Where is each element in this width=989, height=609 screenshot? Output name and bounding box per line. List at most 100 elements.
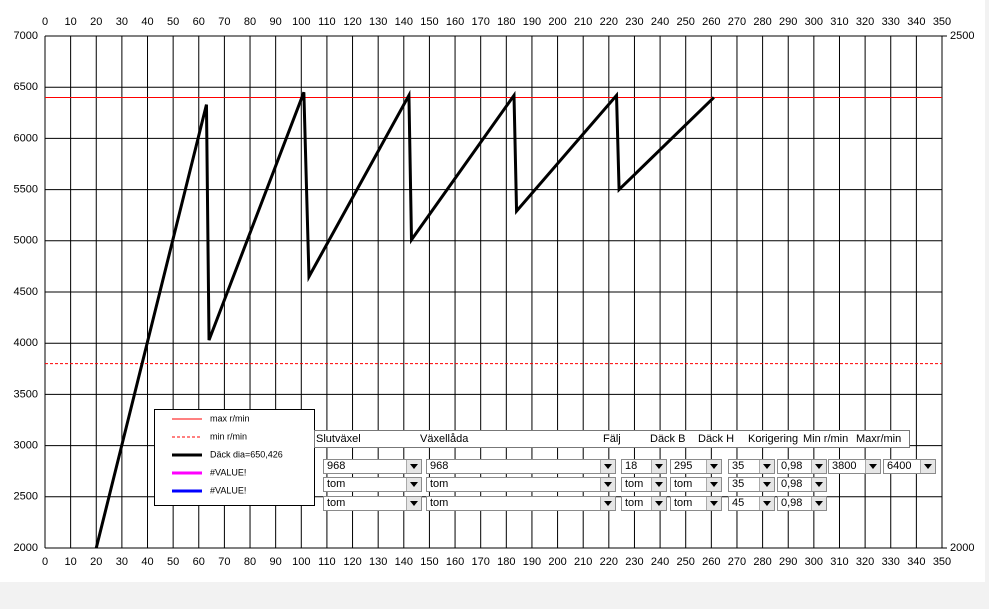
dropdown-button[interactable] xyxy=(706,497,721,510)
dropdown-button[interactable] xyxy=(811,497,826,510)
x-tick-label: 290 xyxy=(779,556,797,568)
dropdown-value: tom xyxy=(327,478,346,490)
column-header: Växellåda xyxy=(420,433,469,445)
x2-tick-label: 330 xyxy=(882,16,900,28)
y2-tick-label: 2000 xyxy=(950,542,974,554)
dropdown[interactable]: 0,98 xyxy=(777,496,827,511)
x-tick-label: 340 xyxy=(907,556,925,568)
dropdown-button[interactable] xyxy=(651,460,666,473)
x-tick-label: 300 xyxy=(805,556,823,568)
dropdown[interactable]: tom xyxy=(670,496,722,511)
y-tick-label: 3500 xyxy=(14,388,38,400)
dropdown[interactable]: 6400 xyxy=(883,459,936,474)
dropdown-button[interactable] xyxy=(406,478,421,491)
x-tick-label: 280 xyxy=(753,556,771,568)
x2-tick-label: 160 xyxy=(446,16,464,28)
dropdown-value: 6400 xyxy=(887,460,912,472)
x2-tick-label: 30 xyxy=(116,16,128,28)
dropdown[interactable]: tom xyxy=(621,477,667,492)
dropdown[interactable]: 3800 xyxy=(828,459,881,474)
y-tick-label: 6000 xyxy=(14,132,38,144)
dropdown-button[interactable] xyxy=(759,460,774,473)
x-tick-label: 320 xyxy=(856,556,874,568)
x2-tick-label: 230 xyxy=(625,16,643,28)
dropdown[interactable]: 35 xyxy=(728,459,775,474)
dropdown-button[interactable] xyxy=(759,478,774,491)
dropdown[interactable]: 968 xyxy=(323,459,422,474)
dropdown-value: tom xyxy=(625,478,644,490)
x-tick-label: 30 xyxy=(116,556,128,568)
dropdown[interactable]: tom xyxy=(323,477,422,492)
column-header: Min r/min xyxy=(803,433,849,445)
x2-tick-label: 180 xyxy=(497,16,515,28)
dropdown-button[interactable] xyxy=(811,478,826,491)
x-tick-label: 260 xyxy=(702,556,720,568)
x2-tick-label: 340 xyxy=(907,16,925,28)
x-tick-label: 10 xyxy=(65,556,77,568)
x2-tick-label: 140 xyxy=(395,16,413,28)
x-tick-label: 330 xyxy=(882,556,900,568)
y-tick-label: 2500 xyxy=(14,491,38,503)
x2-tick-label: 40 xyxy=(141,16,153,28)
dropdown[interactable]: 968 xyxy=(426,459,616,474)
dropdown[interactable]: tom xyxy=(670,477,722,492)
x2-tick-label: 100 xyxy=(292,16,310,28)
x-tick-label: 20 xyxy=(90,556,102,568)
dropdown-button[interactable] xyxy=(706,478,721,491)
dropdown[interactable]: 0,98 xyxy=(777,477,827,492)
dropdown-button[interactable] xyxy=(706,460,721,473)
x2-tick-label: 300 xyxy=(805,16,823,28)
dropdown-value: tom xyxy=(327,497,346,509)
dropdown-button[interactable] xyxy=(600,460,615,473)
dropdown-button[interactable] xyxy=(600,478,615,491)
dropdown-button[interactable] xyxy=(759,497,774,510)
dropdown-value: 35 xyxy=(732,460,745,472)
dropdown-value: tom xyxy=(430,478,449,490)
dropdown[interactable]: 45 xyxy=(728,496,775,511)
x-tick-label: 70 xyxy=(218,556,230,568)
dropdown-button[interactable] xyxy=(651,478,666,491)
dropdown-button[interactable] xyxy=(600,497,615,510)
x-tick-label: 80 xyxy=(244,556,256,568)
legend-label: #VALUE! xyxy=(210,485,246,495)
legend-svg: max r/min min r/min Däck dia=650,426 #VALUE… xyxy=(172,413,283,495)
x2-tick-label: 50 xyxy=(167,16,179,28)
dropdown-button[interactable] xyxy=(920,460,935,473)
y-tick-label: 7000 xyxy=(14,30,38,42)
x2-tick-label: 220 xyxy=(600,16,618,28)
dropdown-button[interactable] xyxy=(651,497,666,510)
dropdown[interactable]: tom xyxy=(426,477,616,492)
dropdown-button[interactable] xyxy=(406,497,421,510)
x-tick-label: 180 xyxy=(497,556,515,568)
dropdown-button[interactable] xyxy=(406,460,421,473)
legend-label: max r/min xyxy=(210,413,250,423)
x2-tick-label: 80 xyxy=(244,16,256,28)
series-line xyxy=(94,89,715,549)
dropdown[interactable]: tom xyxy=(621,496,667,511)
x-tick-label: 310 xyxy=(830,556,848,568)
x-tick-label: 170 xyxy=(472,556,490,568)
dropdown-value: 45 xyxy=(732,497,745,509)
x2-tick-label: 250 xyxy=(677,16,695,28)
dropdown[interactable]: 0,98 xyxy=(777,459,827,474)
dropdown[interactable]: tom xyxy=(323,496,422,511)
legend-label: Däck dia=650,426 xyxy=(210,449,283,459)
dropdown[interactable]: 18 xyxy=(621,459,667,474)
dropdown[interactable]: 35 xyxy=(728,477,775,492)
x-tick-label: 250 xyxy=(677,556,695,568)
x-tick-label: 220 xyxy=(600,556,618,568)
x-tick-label: 110 xyxy=(318,556,336,568)
dropdown[interactable]: 295 xyxy=(670,459,722,474)
dropdown-value: 18 xyxy=(625,460,638,472)
y-tick-label: 4000 xyxy=(14,337,38,349)
dropdown-value: 295 xyxy=(674,460,693,472)
x2-tick-label: 130 xyxy=(369,16,387,28)
dropdown[interactable]: tom xyxy=(426,496,616,511)
x2-tick-label: 20 xyxy=(90,16,102,28)
dropdown-button[interactable] xyxy=(865,460,880,473)
dropdown-button[interactable] xyxy=(811,460,826,473)
y-tick-label: 4500 xyxy=(14,286,38,298)
control-panel xyxy=(314,430,910,448)
